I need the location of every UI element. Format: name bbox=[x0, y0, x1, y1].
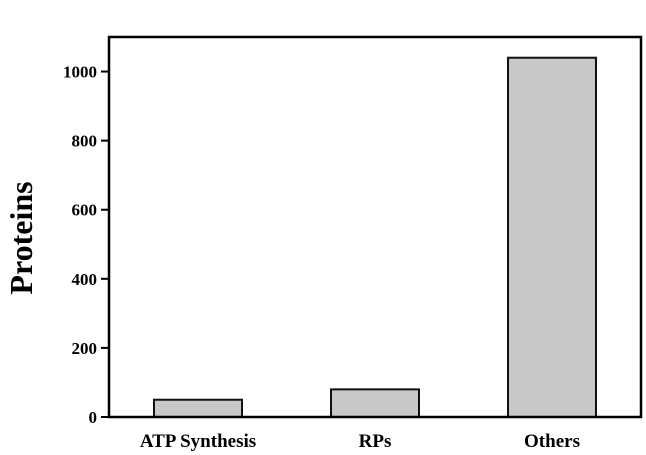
y-tick-label: 200 bbox=[72, 339, 98, 358]
x-tick-label: Others bbox=[524, 431, 580, 452]
y-tick-label: 600 bbox=[72, 201, 98, 220]
x-axis-labels: ATP Synthesis RPs Others bbox=[140, 431, 580, 452]
y-tick-label: 1000 bbox=[63, 63, 97, 82]
bar-atp-synthesis bbox=[153, 398, 243, 418]
bars-group bbox=[153, 56, 597, 419]
y-tick-label: 400 bbox=[72, 270, 98, 289]
y-axis-title: Proteins bbox=[3, 181, 39, 294]
x-tick-label: RPs bbox=[359, 431, 392, 452]
y-tick-label: 0 bbox=[89, 408, 98, 427]
y-tick-label: 800 bbox=[72, 132, 98, 151]
bar-rps bbox=[330, 388, 420, 419]
x-tick-label: ATP Synthesis bbox=[140, 431, 256, 452]
bar-others bbox=[507, 56, 597, 419]
y-axis-ticks: 0 200 400 600 800 1000 bbox=[63, 63, 109, 427]
plot-frame bbox=[107, 35, 643, 419]
